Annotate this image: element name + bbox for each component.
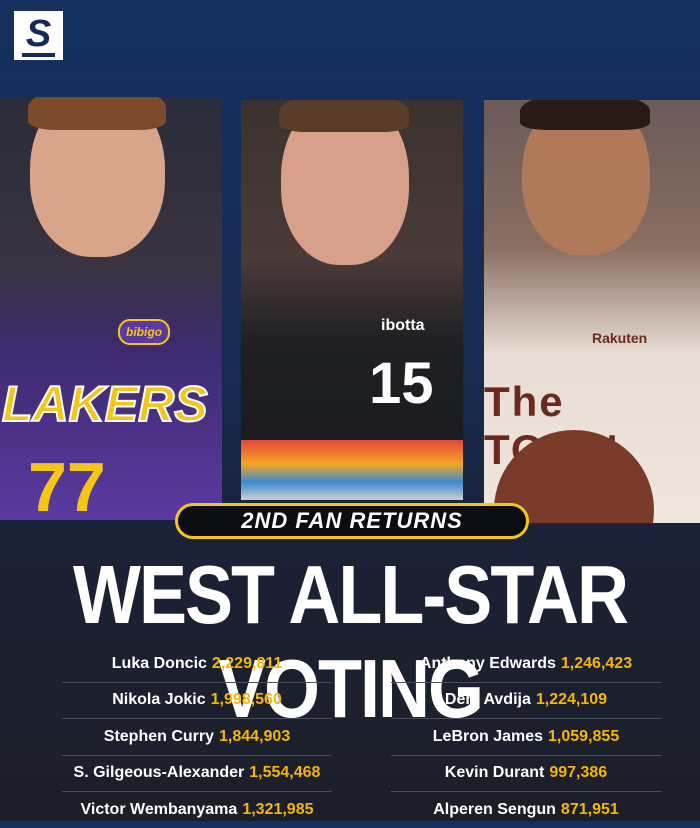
jersey-stripe <box>241 440 463 500</box>
list-item: Alperen Sengun 871,951 <box>433 800 619 818</box>
player-photo-stephen-curry: Rakuten The TOWN <box>484 100 700 523</box>
player-photo-nikola-jokic: ibotta 15 <box>241 100 463 500</box>
list-item: Victor Wembanyama 1,321,985 <box>80 800 314 818</box>
player-photo-luka-doncic: bibigo LAKERS 77 <box>0 97 222 520</box>
banner: 2ND FAN RETURNS <box>175 503 529 539</box>
list-item: Nikola Jokic 1,998,560 <box>62 683 332 719</box>
list-item: S. Gilgeous-Alexander 1,554,468 <box>62 756 332 792</box>
page-title: WEST ALL-STAR VOTING <box>73 549 629 736</box>
list-item: LeBron James 1,059,855 <box>391 719 661 756</box>
votes-list-right: Anthony Edwards 1,246,423 Deni Avdija 1,22… <box>391 646 661 828</box>
hair <box>520 100 650 130</box>
list-item: Kevin Durant 997,386 <box>391 756 661 792</box>
brand-logo: S <box>14 11 63 60</box>
votes-list-left: Luka Doncic 2,229,811 Nikola Jokic 1,998,5… <box>62 646 332 828</box>
list-item: Anthony Edwards 1,246,423 <box>391 646 661 683</box>
list-item: Deni Avdija 1,224,109 <box>391 683 661 719</box>
hair <box>279 100 409 132</box>
list-item: Stephen Curry 1,844,903 <box>62 719 332 756</box>
hair <box>28 97 166 130</box>
list-item: Luka Doncic 2,229,811 <box>62 646 332 683</box>
